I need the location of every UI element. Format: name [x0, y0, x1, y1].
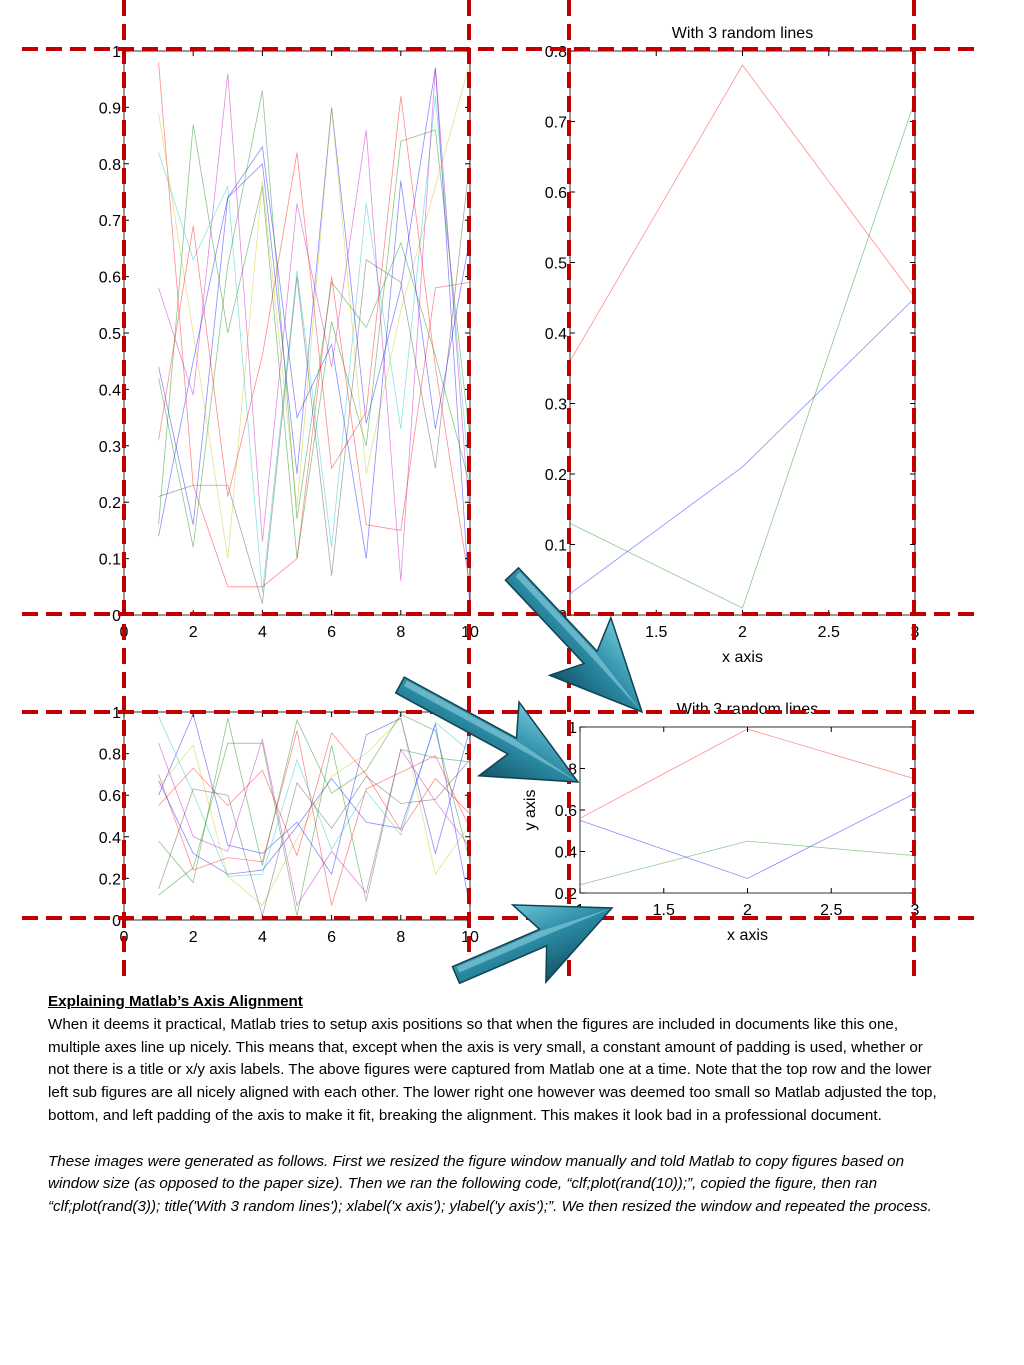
data-line — [569, 297, 916, 595]
y-tick-label: 0.1 — [99, 552, 121, 569]
x-tick-label: 4 — [258, 624, 267, 641]
plot-area — [569, 50, 916, 616]
arrow-highlight — [456, 908, 612, 973]
y-tick-label: 0.6 — [555, 803, 577, 820]
y-tick-label: 0.2 — [99, 495, 121, 512]
y-tick-label: 0.3 — [545, 397, 567, 414]
data-line — [158, 713, 471, 884]
y-tick-label: 0.2 — [99, 871, 121, 888]
data-line — [569, 100, 916, 609]
y-tick-label: 0.4 — [99, 382, 121, 399]
y-tick-label: 0.1 — [545, 538, 567, 555]
arrow-highlight — [403, 680, 578, 782]
data-line — [158, 67, 471, 610]
data-line — [158, 124, 471, 559]
y-tick-label: 1 — [112, 44, 121, 61]
x-tick-label: 8 — [396, 624, 405, 641]
y-tick-label: 1 — [112, 705, 121, 722]
data-line — [158, 62, 471, 559]
data-line — [158, 717, 471, 907]
paragraph: When it deems it practical, Matlab tries… — [48, 1015, 937, 1124]
y-tick-label: 0.6 — [99, 270, 121, 287]
y-tick-label: 0.2 — [555, 886, 577, 903]
y-tick-label: 0.8 — [99, 157, 121, 174]
data-line — [579, 728, 916, 819]
data-line — [158, 722, 471, 908]
document-text: Explaining Matlab’s Axis Alignment When … — [48, 991, 940, 1242]
y-tick-label: 0.7 — [545, 115, 567, 132]
x-axis-label: x axis — [727, 927, 768, 944]
data-line — [569, 64, 916, 362]
x-axis-label: x axis — [722, 649, 763, 666]
plot-area — [579, 726, 916, 894]
figures: 024681000.10.20.30.40.50.60.70.80.9111.5… — [22, 0, 980, 985]
y-tick-label: 0 — [112, 608, 121, 625]
data-line — [158, 712, 471, 876]
y-tick-label: 0.6 — [545, 185, 567, 202]
y-tick-label: 0.4 — [99, 830, 121, 847]
y-tick-label: 0 — [112, 913, 121, 930]
y-tick-label: 0.8 — [545, 44, 567, 61]
data-line — [579, 840, 916, 886]
arrow — [504, 566, 644, 714]
data-line — [158, 738, 471, 907]
x-tick-label: 3 — [911, 902, 920, 919]
y-tick-label: 0.2 — [545, 467, 567, 484]
arrow-shape — [504, 566, 644, 714]
heading: Explaining Matlab’s Axis Alignment — [48, 993, 303, 1010]
arrow — [451, 904, 614, 985]
y-tick-label: 0.9 — [99, 100, 121, 117]
data-line — [158, 759, 471, 918]
y-tick-label: 0.6 — [99, 788, 121, 805]
plot-area — [123, 711, 471, 921]
x-tick-label: 1.5 — [653, 902, 675, 919]
chart-title: With 3 random lines — [677, 701, 818, 718]
data-line — [579, 793, 916, 879]
x-tick-label: 2 — [189, 929, 198, 946]
data-line — [158, 145, 471, 559]
data-line — [158, 62, 471, 588]
data-line — [158, 96, 471, 587]
y-tick-label: 0.7 — [99, 213, 121, 230]
data-line — [158, 158, 471, 604]
arrow-shape — [451, 904, 614, 985]
data-line — [158, 96, 471, 593]
x-tick-label: 4 — [258, 929, 267, 946]
y-tick-label: 0.5 — [545, 256, 567, 273]
data-line — [158, 742, 471, 916]
x-tick-label: 2 — [738, 624, 747, 641]
y-tick-label: 0.4 — [555, 845, 577, 862]
paragraph: These images were generated as follows. … — [48, 1152, 932, 1216]
x-tick-label: 2 — [189, 624, 198, 641]
y-axis-label: y axis — [522, 790, 539, 831]
arrow-highlight — [515, 572, 642, 713]
data-line — [158, 715, 471, 877]
y-tick-label: 0.4 — [545, 326, 567, 343]
y-tick-label: 0.3 — [99, 439, 121, 456]
x-tick-label: 6 — [327, 929, 336, 946]
x-tick-label: 2.5 — [820, 902, 842, 919]
y-tick-label: 0.8 — [99, 747, 121, 764]
chart-title: With 3 random lines — [672, 25, 813, 42]
x-tick-label: 2 — [743, 902, 752, 919]
y-tick-label: 0.5 — [99, 326, 121, 343]
data-line — [158, 67, 471, 582]
x-tick-label: 8 — [396, 929, 405, 946]
x-tick-label: 2.5 — [818, 624, 840, 641]
data-line — [158, 730, 471, 906]
y-tick-label: 1 — [568, 720, 577, 737]
arrow — [394, 676, 580, 783]
data-line — [158, 731, 471, 857]
data-line — [158, 90, 471, 548]
x-tick-label: 6 — [327, 624, 336, 641]
x-tick-label: 1.5 — [645, 624, 667, 641]
